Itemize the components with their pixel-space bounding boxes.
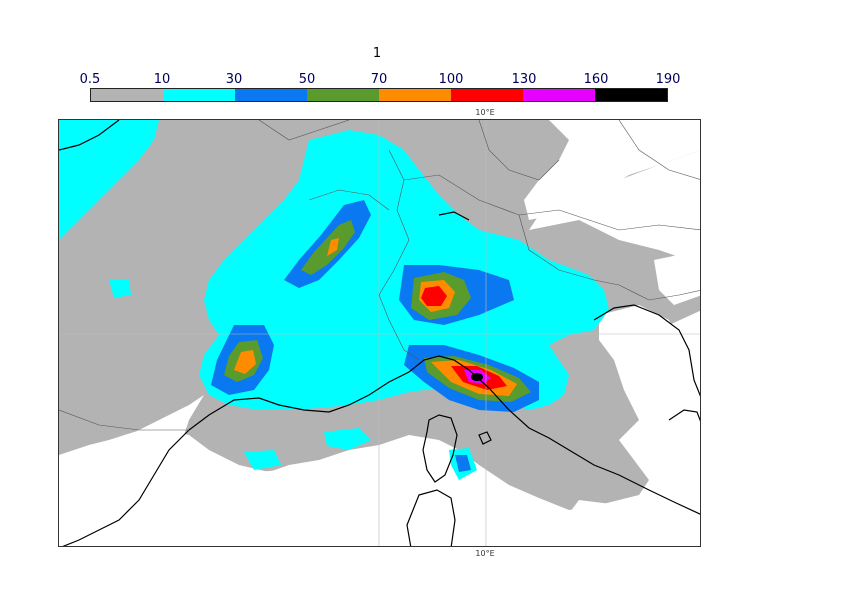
- colorbar-segment-6: [523, 89, 595, 101]
- coastline-north-lake: [438, 211, 470, 221]
- country-borders: [59, 120, 700, 431]
- colorbar-label-5: 100: [438, 72, 464, 87]
- colorbar-label-4: 70: [370, 72, 388, 87]
- colorbar-label-1: 10: [153, 72, 171, 87]
- dry-area-ne: [524, 120, 700, 220]
- dry-area-sea-south: [199, 450, 499, 546]
- colorbar-segment-0: [91, 89, 163, 101]
- colorbar-segment-4: [379, 89, 451, 101]
- precip-area-orange-west: [234, 350, 256, 374]
- precip-area-orange-north: [327, 238, 339, 256]
- colorbar-segment-1: [163, 89, 235, 101]
- precip-area-green-north: [301, 220, 355, 275]
- precipitation-map: [59, 120, 700, 546]
- precip-area-blue-small: [455, 455, 471, 472]
- colorbar-segment-3: [307, 89, 379, 101]
- colorbar-label-6: 130: [511, 72, 537, 87]
- dry-area-adriatic: [599, 305, 689, 440]
- map-frame: [58, 119, 701, 547]
- colorbar-label-3: 50: [298, 72, 316, 87]
- coastline-islands: [478, 409, 700, 445]
- colorbar: [90, 88, 668, 102]
- dry-area-se: [559, 500, 700, 546]
- lon-label-bottom: 10°E: [475, 549, 495, 558]
- colorbar-label-0: 0.5: [79, 72, 101, 87]
- colorbar-segment-2: [235, 89, 307, 101]
- dry-area-east: [654, 250, 700, 305]
- coastline-corsica: [422, 414, 458, 483]
- colorbar-segment-7: [595, 89, 667, 101]
- coastline-sardinia: [406, 489, 456, 546]
- precip-area-red-center: [421, 286, 447, 306]
- coastline-west: [59, 120, 120, 151]
- coastline-spain: [62, 429, 190, 546]
- plot-title: 1: [372, 46, 382, 61]
- precip-area-cyan-small-2: [324, 428, 371, 450]
- precip-area-cyan-small-1: [109, 280, 131, 298]
- coastline-adriatic: [593, 304, 700, 397]
- colorbar-segment-5: [451, 89, 523, 101]
- coastline-mediterranean: [188, 355, 700, 515]
- dry-area-sw: [59, 395, 204, 546]
- precip-area-cyan-small-4: [244, 450, 281, 470]
- colorbar-label-7: 160: [583, 72, 609, 87]
- colorbar-label-8: 190: [655, 72, 681, 87]
- lon-label-top: 10°E: [475, 108, 495, 117]
- colorbar-label-2: 30: [225, 72, 243, 87]
